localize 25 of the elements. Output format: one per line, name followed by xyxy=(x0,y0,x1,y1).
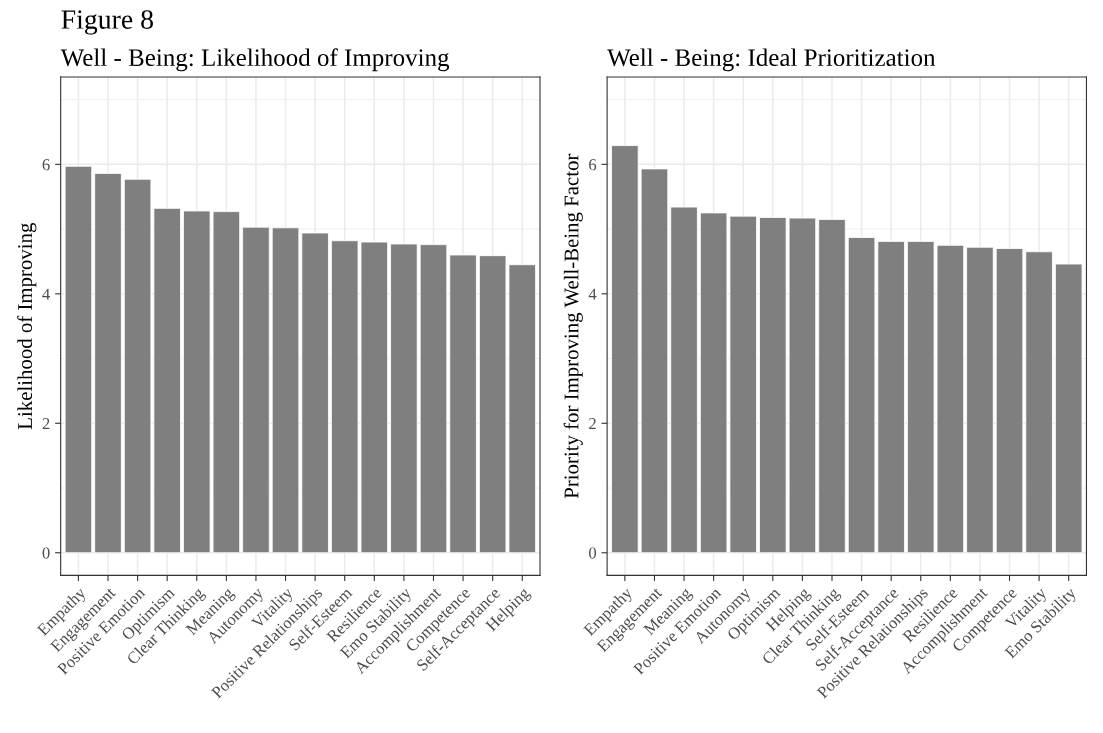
y-tick-label: 6 xyxy=(589,159,597,171)
y-tick-label: 2 xyxy=(589,418,596,430)
y-tick-label: 4 xyxy=(42,288,50,300)
bar xyxy=(1025,251,1053,554)
bar xyxy=(1054,263,1083,554)
y-tick-label: 4 xyxy=(588,288,597,300)
bar xyxy=(449,254,477,554)
bar xyxy=(670,206,698,554)
y-tick-label: 6 xyxy=(42,159,50,171)
y-tick-label: 2 xyxy=(42,418,50,430)
y-axis-title: Priority for Improving Well-Being Factor xyxy=(563,153,583,499)
y-tick-label: 0 xyxy=(589,547,597,559)
bar xyxy=(419,244,448,554)
bar xyxy=(64,165,93,554)
bar xyxy=(94,173,122,554)
y-axis-title: Likelihood of Improving xyxy=(17,223,37,430)
bar xyxy=(390,243,418,554)
chart-subtitle: Well - Being: Likelihood of Improving xyxy=(60,48,450,72)
chart-title: Well - Being: Ideal Prioritization xyxy=(607,48,936,72)
chart-title: Figure 8 xyxy=(61,10,153,35)
bar xyxy=(966,246,994,554)
y-tick-label: 0 xyxy=(42,547,50,559)
bar xyxy=(818,218,846,554)
bar xyxy=(242,226,270,554)
bar xyxy=(995,248,1024,554)
